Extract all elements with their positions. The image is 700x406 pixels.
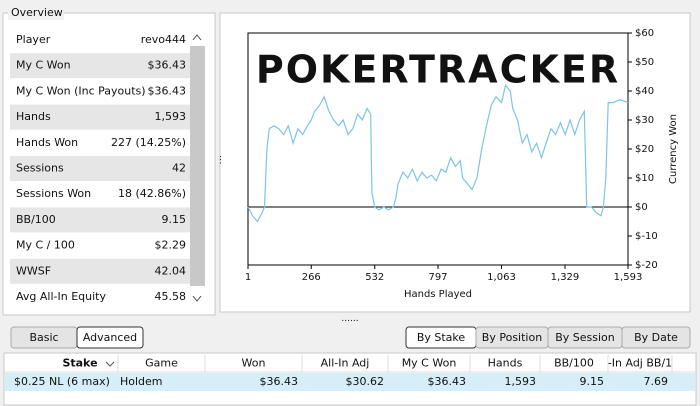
cell: 9.15 — [580, 375, 605, 388]
row-label: Sessions Won — [16, 187, 91, 200]
row-value: 227 (14.25%) — [111, 136, 186, 149]
row-value: 18 (42.86%) — [118, 187, 186, 200]
scroll-down[interactable] — [192, 295, 202, 302]
row-label: Hands — [16, 110, 51, 123]
cell: $30.62 — [346, 375, 385, 388]
x-tick-label: 797 — [428, 272, 447, 283]
cell: 7.69 — [644, 375, 669, 388]
tab-button-label[interactable]: Basic — [29, 331, 58, 344]
row-label: Player — [16, 33, 51, 46]
row-label: My C / 100 — [16, 239, 75, 252]
row-label: Sessions — [16, 162, 64, 175]
cell: $0.25 NL (6 max) — [14, 375, 110, 388]
row-value: revo444 — [141, 33, 186, 46]
row-bg — [10, 258, 190, 284]
x-tick-label: 1,329 — [551, 272, 580, 283]
row-value: 9.15 — [162, 213, 187, 226]
tab-button-label[interactable]: By Date — [634, 331, 678, 344]
row-value: 1,593 — [155, 110, 187, 123]
cell: $36.43 — [428, 375, 467, 388]
sort-arrow — [105, 361, 115, 367]
tab-button[interactable] — [76, 326, 144, 349]
row-selected[interactable] — [5, 373, 695, 391]
y-tick-label: $-20 — [635, 260, 658, 271]
row-label: Avg All-In Equity — [16, 290, 106, 303]
column-header[interactable]: Hands — [488, 357, 523, 370]
overview-title: Overview — [11, 6, 63, 19]
row-label: WWSF — [16, 264, 51, 277]
x-tick-label: 266 — [302, 272, 321, 283]
row-value: $36.43 — [148, 84, 187, 97]
splitter[interactable]: ⋮ — [216, 156, 225, 166]
y-tick-label: $40 — [635, 86, 654, 97]
row-label: My C Won — [16, 59, 71, 72]
y-tick-label: $50 — [635, 57, 654, 68]
line — [247, 83, 629, 223]
scroll-up[interactable] — [192, 34, 202, 41]
watermark: POKERTRACKER — [256, 48, 620, 92]
row-label: BB/100 — [16, 213, 56, 226]
y-axis-label: Currency Won — [668, 114, 679, 184]
column-header[interactable]: -In Adj BB/1 — [608, 357, 672, 370]
column-header[interactable]: All-In Adj — [321, 357, 370, 370]
row-label: My C Won (Inc Payouts) — [16, 84, 146, 97]
row-bg — [10, 53, 190, 79]
y-tick-label: $10 — [635, 173, 654, 184]
column-header[interactable]: BB/100 — [554, 357, 594, 370]
row-bg — [10, 156, 190, 181]
x-axis-label: Hands Played — [404, 289, 472, 300]
tab-button-label[interactable]: By Session — [555, 331, 615, 344]
splitter-h[interactable]: ······ — [341, 317, 358, 327]
row-bg — [10, 207, 190, 233]
column-header[interactable]: Game — [145, 357, 178, 370]
row-bg — [10, 104, 190, 130]
y-tick-label: $0 — [635, 202, 648, 213]
scrollbar-thumb[interactable] — [190, 46, 205, 286]
cell: $36.43 — [260, 375, 299, 388]
tab-button-label[interactable]: Advanced — [83, 331, 137, 344]
row-value: 45.58 — [155, 290, 187, 303]
x-tick-label: 1,593 — [614, 272, 643, 283]
y-tick-label: $30 — [635, 115, 654, 126]
row-value: $36.43 — [148, 59, 187, 72]
row-value: $2.29 — [155, 239, 187, 252]
overview-title-bg — [8, 6, 64, 20]
x-tick-label: 1,063 — [487, 272, 516, 283]
cell: 1,593 — [505, 375, 537, 388]
row-value: 42 — [172, 162, 186, 175]
tab-button-label[interactable]: By Position — [482, 331, 542, 344]
y-tick-label: $60 — [635, 28, 654, 39]
cell: Holdem — [120, 375, 163, 388]
x-tick-label: 1 — [245, 272, 251, 283]
column-header[interactable]: Won — [242, 357, 266, 370]
tab-button[interactable] — [621, 326, 691, 349]
tab-button-label[interactable]: By Stake — [417, 331, 466, 344]
column-header[interactable]: My C Won — [402, 357, 457, 370]
column-header[interactable]: Stake — [62, 357, 97, 370]
chart-box — [219, 12, 691, 313]
row-label: Hands Won — [16, 136, 78, 149]
table-header-bg — [5, 355, 695, 372]
y-tick-label: $-10 — [635, 231, 658, 242]
row-value: 42.04 — [155, 264, 187, 277]
y-tick-label: $20 — [635, 144, 654, 155]
x-tick-label: 532 — [365, 272, 384, 283]
